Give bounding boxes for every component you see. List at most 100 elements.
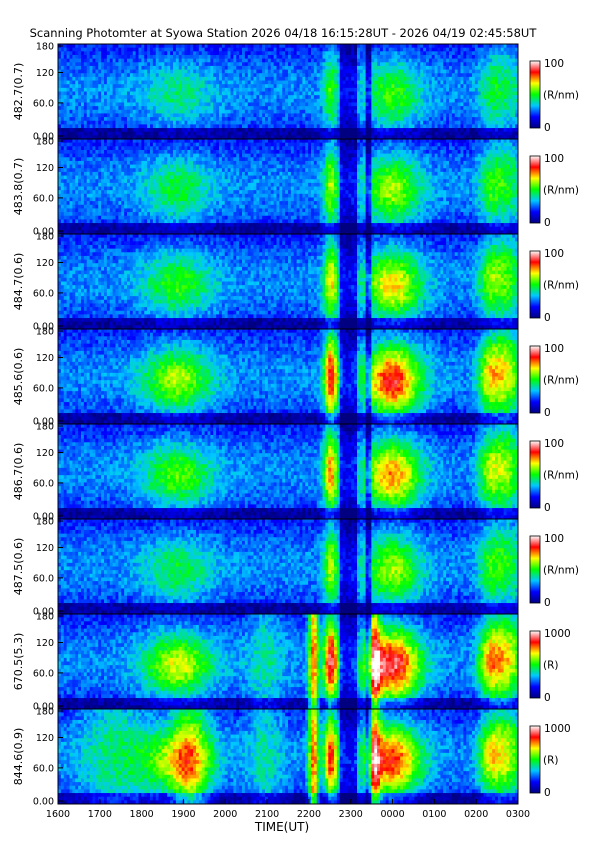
heatmap-cell [469, 102, 472, 106]
heatmap-cell [340, 102, 343, 106]
heatmap-cell [412, 99, 415, 103]
heatmap-cell [116, 205, 119, 209]
heatmap-cell [173, 70, 176, 74]
heatmap-cell [340, 48, 343, 52]
heatmap-cell [366, 66, 369, 70]
heatmap-cell [251, 77, 254, 81]
heatmap-cell [475, 124, 478, 128]
heatmap-cell [360, 88, 363, 92]
heatmap-cell [501, 66, 504, 70]
heatmap-cell [101, 176, 104, 180]
heatmap-cell [150, 55, 153, 59]
heatmap-cell [173, 99, 176, 103]
heatmap-cell [95, 55, 98, 59]
heatmap-cell [84, 51, 87, 55]
heatmap-cell [357, 51, 360, 55]
heatmap-cell [205, 106, 208, 110]
heatmap-cell [452, 81, 455, 85]
heatmap-cell [320, 92, 323, 96]
heatmap-cell [170, 51, 173, 55]
heatmap-cell [222, 121, 225, 125]
heatmap-cell [466, 92, 469, 96]
heatmap-cell [297, 121, 300, 125]
heatmap-cell [507, 66, 510, 70]
heatmap-cell [509, 106, 512, 110]
heatmap-cell [461, 62, 464, 66]
heatmap-cell [101, 183, 104, 187]
heatmap-cell [259, 128, 262, 132]
heatmap-cell [133, 132, 136, 136]
heatmap-cell [173, 95, 176, 99]
heatmap-cell [245, 121, 248, 125]
heatmap-cell [268, 110, 271, 114]
heatmap-cell [110, 132, 113, 136]
heatmap-cell [190, 99, 193, 103]
heatmap-cell [469, 121, 472, 125]
heatmap-cell [67, 223, 70, 227]
heatmap-cell [190, 110, 193, 114]
heatmap-cell [417, 51, 420, 55]
heatmap-cell [475, 73, 478, 77]
heatmap-cell [164, 48, 167, 52]
heatmap-cell [139, 99, 142, 103]
heatmap-cell [150, 117, 153, 121]
heatmap-cell [300, 84, 303, 88]
heatmap-cell [216, 77, 219, 81]
heatmap-cell [409, 117, 412, 121]
heatmap-cell [400, 124, 403, 128]
heatmap-cell [466, 124, 469, 128]
heatmap-cell [242, 102, 245, 106]
heatmap-cell [366, 59, 369, 63]
heatmap-cell [228, 77, 231, 81]
heatmap-cell [101, 117, 104, 121]
heatmap-cell [236, 110, 239, 114]
heatmap-cell [133, 77, 136, 81]
heatmap-cell [127, 59, 130, 63]
heatmap-cell [196, 132, 199, 136]
heatmap-cell [61, 59, 64, 63]
heatmap-cell [354, 121, 357, 125]
heatmap-cell [147, 77, 150, 81]
heatmap-cell [167, 102, 170, 106]
heatmap-cell [466, 59, 469, 63]
heatmap-cell [75, 73, 78, 77]
heatmap-cell [208, 59, 211, 63]
heatmap-cell [412, 59, 415, 63]
heatmap-cell [300, 113, 303, 117]
heatmap-cell [291, 77, 294, 81]
heatmap-cell [159, 70, 162, 74]
heatmap-cell [317, 88, 320, 92]
heatmap-cell [239, 132, 242, 136]
heatmap-cell [98, 208, 101, 212]
heatmap-cell [90, 121, 93, 125]
heatmap-cell [205, 117, 208, 121]
heatmap-cell [231, 110, 234, 114]
heatmap-cell [337, 51, 340, 55]
heatmap-cell [254, 84, 257, 88]
heatmap-cell [285, 124, 288, 128]
heatmap-cell [501, 55, 504, 59]
heatmap-cell [107, 77, 110, 81]
heatmap-cell [67, 102, 70, 106]
heatmap-cell [380, 51, 383, 55]
heatmap-cell [363, 121, 366, 125]
heatmap-cell [397, 117, 400, 121]
heatmap-cell [124, 102, 127, 106]
heatmap-cell [302, 73, 305, 77]
heatmap-cell [406, 102, 409, 106]
heatmap-cell [130, 121, 133, 125]
heatmap-cell [90, 212, 93, 216]
heatmap-cell [193, 110, 196, 114]
heatmap-cell [325, 121, 328, 125]
heatmap-cell [67, 161, 70, 165]
heatmap-cell [507, 113, 510, 117]
heatmap-cell [438, 77, 441, 81]
heatmap-cell [277, 95, 280, 99]
heatmap-cell [162, 102, 165, 106]
heatmap-cell [469, 73, 472, 77]
heatmap-cell [239, 95, 242, 99]
heatmap-cell [147, 95, 150, 99]
heatmap-cell [116, 73, 119, 77]
heatmap-cell [239, 51, 242, 55]
heatmap-cell [406, 92, 409, 96]
